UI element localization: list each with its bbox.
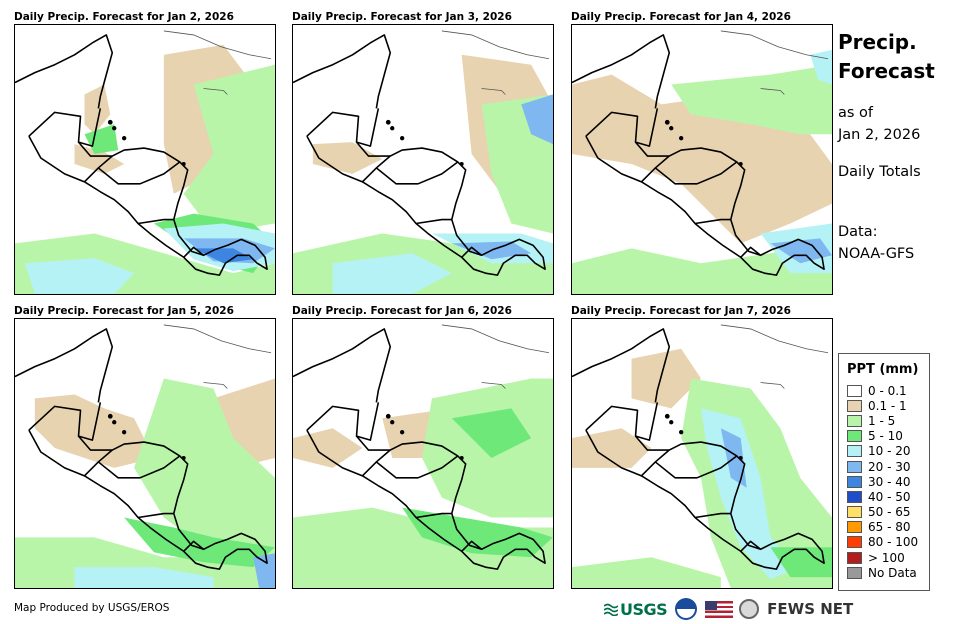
- legend-label: 65 - 80: [868, 520, 911, 535]
- legend-swatch: [847, 445, 862, 458]
- legend-label: No Data: [868, 565, 917, 580]
- legend-label: 0 - 0.1: [868, 383, 907, 398]
- legend-label: 80 - 100: [868, 535, 919, 550]
- panel-title: Daily Precip. Forecast for Jan 2, 2026: [14, 11, 234, 23]
- precip-map-jan-2: [14, 24, 276, 295]
- legend-label: 20 - 30: [868, 459, 911, 474]
- legend-swatch: [847, 460, 862, 473]
- legend-item: No Data: [847, 565, 923, 580]
- precip-map-jan-3: [292, 24, 554, 295]
- legend-swatch: [847, 399, 862, 412]
- legend-label: > 100: [868, 550, 905, 565]
- usgs-wave-icon: [604, 603, 618, 616]
- legend-title: PPT (mm): [847, 362, 919, 377]
- forecast-panel-jan-6: Daily Precip. Forecast for Jan 6, 2026: [292, 304, 554, 589]
- legend-label: 40 - 50: [868, 489, 911, 504]
- panel-title: Daily Precip. Forecast for Jan 7, 2026: [571, 305, 791, 317]
- logo-strip: USGS FEWS NET: [604, 596, 853, 622]
- forecast-panel-jan-5: Daily Precip. Forecast for Jan 5, 2026: [14, 304, 276, 589]
- legend-item: 40 - 50: [847, 489, 923, 504]
- legend-item: 30 - 40: [847, 474, 923, 489]
- side-title-line2: Forecast: [838, 59, 935, 83]
- forecast-panel-jan-7: Daily Precip. Forecast for Jan 7, 2026: [571, 304, 833, 589]
- us-flag-icon: [705, 600, 734, 618]
- noaa-logo-icon: [675, 598, 698, 620]
- legend-swatch: [847, 521, 862, 534]
- fews-net-logo: FEWS NET: [767, 600, 854, 618]
- legend-swatch: [847, 430, 862, 443]
- legend-label: 30 - 40: [868, 474, 911, 489]
- asof-date: Jan 2, 2026: [838, 127, 921, 143]
- panel-title: Daily Precip. Forecast for Jan 4, 2026: [571, 11, 791, 23]
- panel-title: Daily Precip. Forecast for Jan 3, 2026: [292, 11, 512, 23]
- precip-map-jan-6: [292, 318, 554, 589]
- legend-item: 80 - 100: [847, 535, 923, 550]
- precip-map-jan-4: [571, 24, 833, 295]
- legend-label: 5 - 10: [868, 429, 903, 444]
- legend-swatch: [847, 536, 862, 549]
- usaid-seal-icon: [739, 599, 760, 619]
- precip-map-jan-5: [14, 318, 276, 589]
- asof-label: as of: [838, 105, 874, 121]
- legend-item: 50 - 65: [847, 505, 923, 520]
- side-info: Precip. Forecast as of Jan 2, 2026 Daily…: [838, 28, 963, 265]
- legend-label: 10 - 20: [868, 444, 911, 459]
- forecast-panel-jan-3: Daily Precip. Forecast for Jan 3, 2026: [292, 10, 554, 295]
- usgs-text: USGS: [620, 599, 668, 619]
- legend-swatch: [847, 551, 862, 564]
- legend-item: > 100: [847, 550, 923, 565]
- legend-item: 0 - 0.1: [847, 383, 923, 398]
- data-source: NOAA-GFS: [838, 246, 915, 262]
- forecast-panel-jan-4: Daily Precip. Forecast for Jan 4, 2026: [571, 10, 833, 295]
- totals-label: Daily Totals: [838, 164, 921, 180]
- legend-item: 5 - 10: [847, 429, 923, 444]
- legend-label: 50 - 65: [868, 505, 911, 520]
- panel-title: Daily Precip. Forecast for Jan 5, 2026: [14, 305, 234, 317]
- map-credit: Map Produced by USGS/EROS: [14, 602, 170, 614]
- legend-swatch: [847, 384, 862, 397]
- panel-title: Daily Precip. Forecast for Jan 6, 2026: [292, 305, 512, 317]
- legend-item: 20 - 30: [847, 459, 923, 474]
- data-label: Data:: [838, 224, 878, 240]
- precip-map-jan-7: [571, 318, 833, 589]
- legend-label: 0.1 - 1: [868, 398, 907, 413]
- usgs-logo: USGS: [604, 599, 668, 619]
- legend-swatch: [847, 566, 862, 579]
- legend-swatch: [847, 475, 862, 488]
- side-title-line1: Precip.: [838, 30, 917, 54]
- precip-legend: PPT (mm) 0 - 0.1 0.1 - 1 1 - 5 5 - 10 10…: [838, 353, 930, 591]
- legend-swatch: [847, 490, 862, 503]
- forecast-panel-jan-2: Daily Precip. Forecast for Jan 2, 2026: [14, 10, 276, 295]
- legend-item: 0.1 - 1: [847, 398, 923, 413]
- legend-item: 65 - 80: [847, 520, 923, 535]
- legend-swatch: [847, 506, 862, 519]
- legend-item: 1 - 5: [847, 413, 923, 428]
- legend-swatch: [847, 414, 862, 427]
- legend-item: 10 - 20: [847, 444, 923, 459]
- legend-label: 1 - 5: [868, 413, 896, 428]
